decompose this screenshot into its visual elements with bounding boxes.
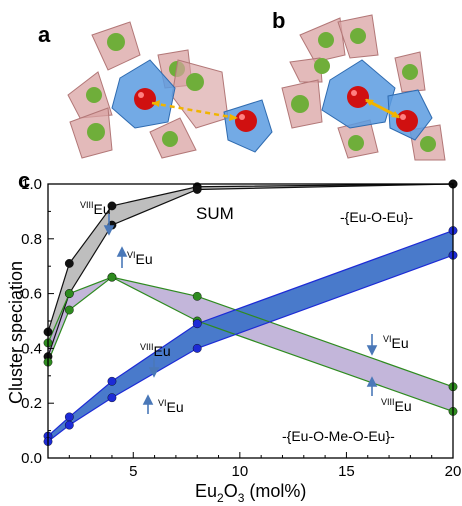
viii-eu-label-black: VIIIEu — [80, 200, 111, 217]
data-point-green-0-3 — [192, 291, 202, 301]
band-blue — [48, 230, 453, 442]
panel-b-letter: b — [272, 8, 285, 33]
x-tick-label: 20 — [445, 463, 462, 480]
vi-eu-label-green: VIEu — [127, 250, 153, 267]
data-point-black-0-2 — [107, 201, 117, 211]
eu-o-me-o-eu-label: -{Eu-O-Me-O-Eu}- — [282, 428, 395, 444]
data-point-blue-0-1 — [64, 412, 74, 422]
data-point-green-1-1 — [64, 305, 74, 315]
y-tick-label: 0.2 — [21, 395, 42, 412]
data-point-black-0-1 — [64, 259, 74, 268]
data-point-blue-1-3 — [192, 343, 202, 353]
data-point-blue-1-1 — [64, 420, 74, 430]
panel-c-letter: c — [18, 168, 30, 193]
eu-o-eu-label: -{Eu-O-Eu}- — [340, 209, 413, 225]
data-point-green-0-1 — [64, 289, 74, 298]
speciation-bands — [48, 184, 453, 442]
y-axis-label: Cluster speciation — [6, 261, 26, 404]
vi-eu-label-purple: VIEu — [383, 334, 409, 351]
y-tick-label: 0.0 — [21, 450, 42, 467]
data-point-blue-1-2 — [107, 393, 117, 403]
y-tick-label: 0.8 — [21, 231, 42, 248]
x-tick-label: 15 — [338, 463, 355, 480]
chart-c: 5 10 15 20 0.00.20.40.60.81.0 Eu2O3 (mol%) … — [6, 176, 461, 505]
y-tick-label: 0.6 — [21, 286, 42, 303]
data-point-green-1-2 — [107, 272, 117, 282]
data-point-black-1-3 — [192, 185, 202, 194]
x-tick-label: 5 — [129, 463, 137, 480]
structure-b-illustration — [281, 14, 446, 161]
data-point-blue-0-3 — [192, 319, 202, 329]
y-tick-label: 1.0 — [21, 176, 42, 193]
viii-eu-label-blue: VIIIEu — [140, 342, 171, 359]
viii-eu-label-purple: VIIIEu — [381, 397, 412, 414]
band-green — [48, 277, 453, 412]
x-axis-label: Eu2O3 (mol%) — [195, 481, 306, 505]
x-axis-ticks: 5 10 15 20 — [47, 452, 462, 480]
y-axis-ticks: 0.0 0.2 0.4 0.6 0.8 1.0 — [21, 176, 54, 467]
x-tick-label: 10 — [231, 463, 248, 480]
data-point-blue-0-2 — [107, 376, 117, 386]
structure-a-illustration — [67, 21, 273, 159]
y-tick-label: 0.4 — [21, 340, 42, 357]
panel-a-letter: a — [38, 22, 51, 47]
vi-eu-label-blue: VIEu — [158, 398, 184, 415]
data-points — [43, 179, 458, 446]
sum-label: SUM — [196, 204, 234, 223]
annotation-arrows — [103, 214, 378, 414]
